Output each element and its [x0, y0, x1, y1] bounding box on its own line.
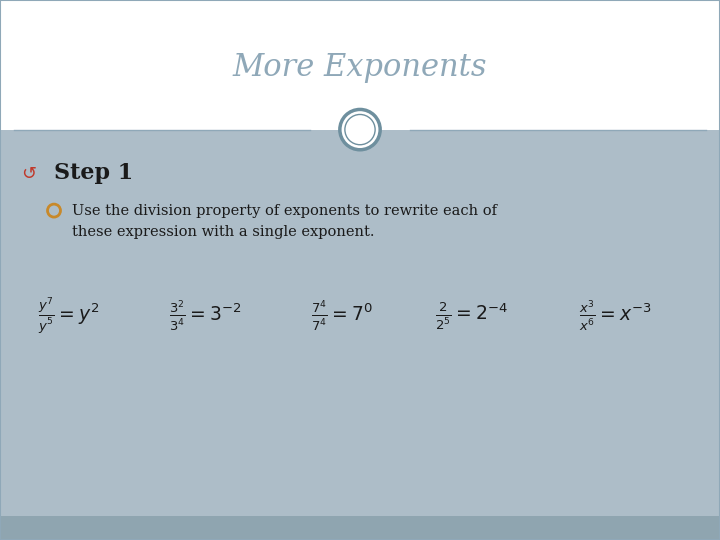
Text: More Exponents: More Exponents	[233, 52, 487, 83]
Text: Step 1: Step 1	[54, 162, 133, 184]
Text: $\frac{3^2}{3^4} = 3^{-2}$: $\frac{3^2}{3^4} = 3^{-2}$	[169, 299, 241, 333]
Text: these expression with a single exponent.: these expression with a single exponent.	[72, 225, 374, 239]
Bar	[0, 516, 720, 540]
Ellipse shape	[345, 114, 375, 145]
Text: $\frac{y^7}{y^5} = y^2$: $\frac{y^7}{y^5} = y^2$	[37, 295, 99, 336]
Ellipse shape	[340, 110, 380, 150]
Ellipse shape	[340, 110, 380, 150]
Text: $\frac{2}{2^5} = 2^{-4}$: $\frac{2}{2^5} = 2^{-4}$	[435, 300, 508, 332]
Bar	[0, 130, 720, 516]
Text: $\frac{x^3}{x^6} = x^{-3}$: $\frac{x^3}{x^6} = x^{-3}$	[580, 299, 652, 333]
Bar	[0, 0, 720, 130]
Text: Use the division property of exponents to rewrite each of: Use the division property of exponents t…	[72, 204, 497, 218]
Text: $\frac{7^4}{7^4} = 7^0$: $\frac{7^4}{7^4} = 7^0$	[311, 299, 373, 333]
Text: $\circlearrowleft$: $\circlearrowleft$	[18, 164, 37, 182]
